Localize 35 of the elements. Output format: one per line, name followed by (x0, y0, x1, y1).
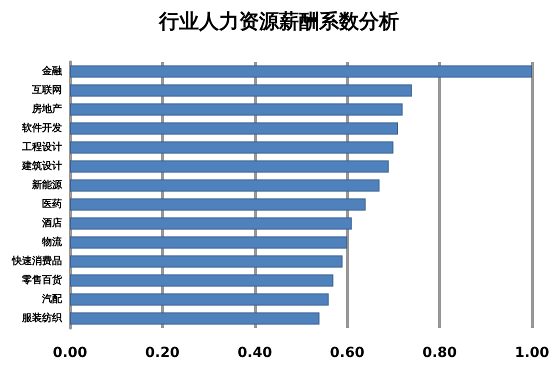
y-tick-label: 酒店 (41, 217, 62, 229)
y-tick-label: 建筑设计 (21, 160, 62, 172)
bar (70, 103, 403, 116)
chart-title: 行业人力资源薪酬系数分析 (158, 9, 399, 33)
y-tick-label: 零售百货 (21, 274, 63, 286)
x-tick-label: 1.00 (514, 345, 550, 361)
y-tick-label: 工程设计 (21, 141, 62, 153)
x-tick-label: 0.40 (238, 345, 272, 361)
bar (70, 84, 412, 97)
y-tick-label: 新能源 (31, 179, 63, 191)
bar (70, 274, 334, 287)
y-tick-label: 软件开发 (21, 122, 62, 134)
y-tick-label: 房地产 (31, 103, 62, 115)
y-tick-label: 服装纺织 (21, 312, 63, 324)
y-tick-label: 金融 (41, 65, 63, 77)
y-tick-label: 汽配 (41, 293, 63, 305)
bar (70, 179, 380, 192)
bar (70, 141, 394, 154)
y-tick-label: 物流 (41, 236, 63, 248)
y-tick-label: 快速消费品 (11, 255, 62, 267)
y-tick-label: 医药 (42, 198, 62, 210)
x-tick-label: 0.00 (52, 345, 88, 361)
bar (70, 217, 352, 230)
x-tick-label: 0.60 (330, 345, 365, 361)
y-tick-label: 互联网 (31, 84, 62, 96)
x-tick-label: 0.20 (145, 345, 180, 361)
bar (70, 122, 398, 135)
bar (70, 198, 366, 211)
bar (70, 236, 348, 249)
bar (70, 65, 532, 78)
bar (70, 160, 389, 173)
x-tick-label: 0.80 (422, 345, 458, 361)
bar (70, 312, 320, 325)
bar (70, 255, 343, 268)
bar (70, 293, 329, 306)
